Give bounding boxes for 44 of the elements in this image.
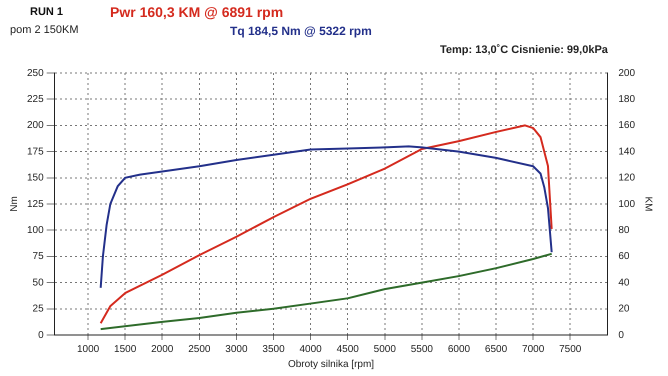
y-tick-label: 25 (32, 304, 44, 315)
x-tick-label: 2000 (151, 344, 174, 355)
x-tick-label: 3000 (225, 344, 248, 355)
text: RUN 1 (30, 6, 64, 18)
y-tick-label: 250 (26, 68, 44, 79)
y-tick-label: 200 (26, 120, 44, 132)
y2-tick-label: 0 (618, 330, 624, 341)
x-tick-label: 3500 (262, 344, 286, 355)
x-tick-label: 4500 (336, 344, 360, 355)
y2-tick-label: 60 (618, 251, 630, 262)
y2-tick-label: 180 (618, 94, 636, 105)
x-tick-label: 6000 (448, 344, 471, 355)
y2-tick-label: 120 (618, 172, 636, 184)
text: Tq 184,5 Nm @ 5322 rpm (230, 24, 372, 38)
x-tick-label: 6500 (484, 344, 508, 355)
y-tick-label: 50 (32, 277, 44, 288)
y2-axis-title: KM (642, 196, 654, 212)
x-tick-label: 5000 (374, 344, 396, 355)
y-tick-label: 175 (26, 146, 44, 158)
y-tick-label: 100 (26, 224, 44, 236)
x-tick-label: 7500 (559, 344, 582, 355)
x-tick-label: 1500 (114, 344, 137, 355)
text: Temp: 13,0˚C Cisnienie: 99,0kPa (440, 44, 608, 56)
x-tick-label: 2500 (188, 344, 211, 355)
y-tick-label: 0 (38, 330, 44, 341)
y2-tick-label: 100 (618, 198, 636, 210)
x-axis-title: Obroty silnika [rpm] (288, 358, 374, 370)
y-tick-label: 125 (26, 198, 44, 210)
y2-tick-label: 140 (618, 146, 636, 158)
text: pom 2 150KM (10, 24, 78, 36)
y2-tick-label: 200 (618, 68, 636, 79)
y2-tick-label: 80 (618, 224, 630, 236)
text: Pwr 160,3 KM @ 6891 rpm (110, 4, 284, 20)
y-tick-label: 150 (26, 172, 44, 184)
x-tick-label: 7000 (522, 344, 545, 355)
y-axis-title: Nm (8, 196, 20, 212)
y-tick-label: 225 (26, 94, 44, 105)
x-tick-label: 1000 (76, 344, 100, 355)
y-tick-label: 75 (32, 251, 44, 262)
y2-tick-label: 160 (618, 120, 636, 132)
x-tick-label: 5500 (410, 344, 434, 355)
x-tick-label: 4000 (299, 344, 322, 355)
y2-tick-label: 20 (618, 304, 630, 315)
y2-tick-label: 40 (618, 277, 630, 288)
